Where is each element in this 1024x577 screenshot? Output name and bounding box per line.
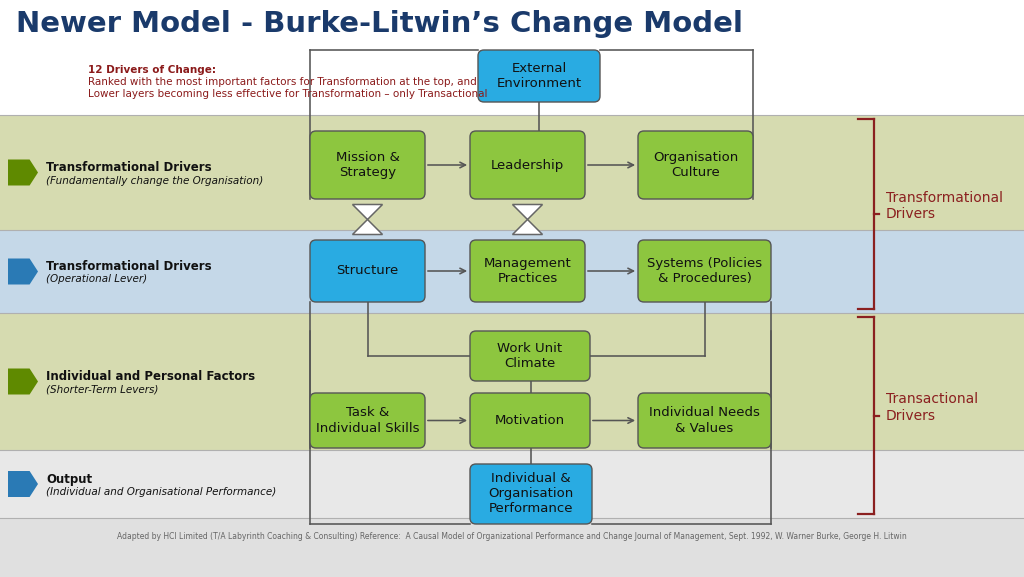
FancyBboxPatch shape: [310, 393, 425, 448]
Polygon shape: [352, 204, 383, 219]
Text: (Fundamentally change the Organisation): (Fundamentally change the Organisation): [46, 175, 263, 185]
Polygon shape: [8, 369, 38, 395]
FancyBboxPatch shape: [470, 464, 592, 524]
Polygon shape: [8, 159, 38, 185]
Text: Transformational Drivers: Transformational Drivers: [46, 260, 212, 273]
Text: Leadership: Leadership: [490, 159, 564, 171]
Bar: [0, 115, 1024, 230]
Text: Work Unit
Climate: Work Unit Climate: [498, 342, 562, 370]
Text: Organisation
Culture: Organisation Culture: [653, 151, 738, 179]
Text: 12 Drivers of Change:: 12 Drivers of Change:: [88, 65, 216, 75]
Text: (Operational Lever): (Operational Lever): [46, 275, 147, 284]
Text: Individual &
Organisation
Performance: Individual & Organisation Performance: [488, 473, 573, 515]
Polygon shape: [512, 219, 543, 234]
Polygon shape: [8, 258, 38, 284]
Bar: [0, 450, 1024, 518]
Text: (Individual and Organisational Performance): (Individual and Organisational Performan…: [46, 487, 276, 497]
Text: Adapted by HCI Limited (T/A Labyrinth Coaching & Consulting) Reference:  A Causa: Adapted by HCI Limited (T/A Labyrinth Co…: [117, 532, 907, 541]
Polygon shape: [352, 219, 383, 234]
Bar: [0, 518, 1024, 577]
Text: (Shorter-Term Levers): (Shorter-Term Levers): [46, 384, 159, 395]
FancyBboxPatch shape: [470, 240, 585, 302]
FancyBboxPatch shape: [310, 131, 425, 199]
Text: Individual Needs
& Values: Individual Needs & Values: [649, 407, 760, 434]
Text: Structure: Structure: [336, 264, 398, 278]
Text: Ranked with the most important factors for Transformation at the top, and: Ranked with the most important factors f…: [88, 77, 477, 87]
Polygon shape: [8, 471, 38, 497]
FancyBboxPatch shape: [638, 240, 771, 302]
Text: Task &
Individual Skills: Task & Individual Skills: [315, 407, 419, 434]
Text: Lower layers becoming less effective for Transformation – only Transactional: Lower layers becoming less effective for…: [88, 89, 487, 99]
Text: Output: Output: [46, 473, 92, 485]
FancyBboxPatch shape: [638, 131, 753, 199]
Text: Individual and Personal Factors: Individual and Personal Factors: [46, 370, 255, 383]
FancyBboxPatch shape: [470, 131, 585, 199]
Polygon shape: [512, 204, 543, 219]
Text: Management
Practices: Management Practices: [483, 257, 571, 285]
Bar: [0, 230, 1024, 313]
Text: Systems (Policies
& Procedures): Systems (Policies & Procedures): [647, 257, 762, 285]
FancyBboxPatch shape: [470, 393, 590, 448]
Text: Mission &
Strategy: Mission & Strategy: [336, 151, 399, 179]
Text: Transformational Drivers: Transformational Drivers: [46, 161, 212, 174]
Text: External
Environment: External Environment: [497, 62, 582, 90]
Text: Motivation: Motivation: [495, 414, 565, 427]
Bar: [0, 0, 1024, 115]
Bar: [0, 313, 1024, 450]
FancyBboxPatch shape: [638, 393, 771, 448]
FancyBboxPatch shape: [310, 240, 425, 302]
Text: Transformational
Drivers: Transformational Drivers: [886, 191, 1002, 221]
Text: Transactional
Drivers: Transactional Drivers: [886, 392, 978, 422]
Text: Newer Model - Burke-Litwin’s Change Model: Newer Model - Burke-Litwin’s Change Mode…: [16, 10, 743, 38]
FancyBboxPatch shape: [470, 331, 590, 381]
FancyBboxPatch shape: [478, 50, 600, 102]
